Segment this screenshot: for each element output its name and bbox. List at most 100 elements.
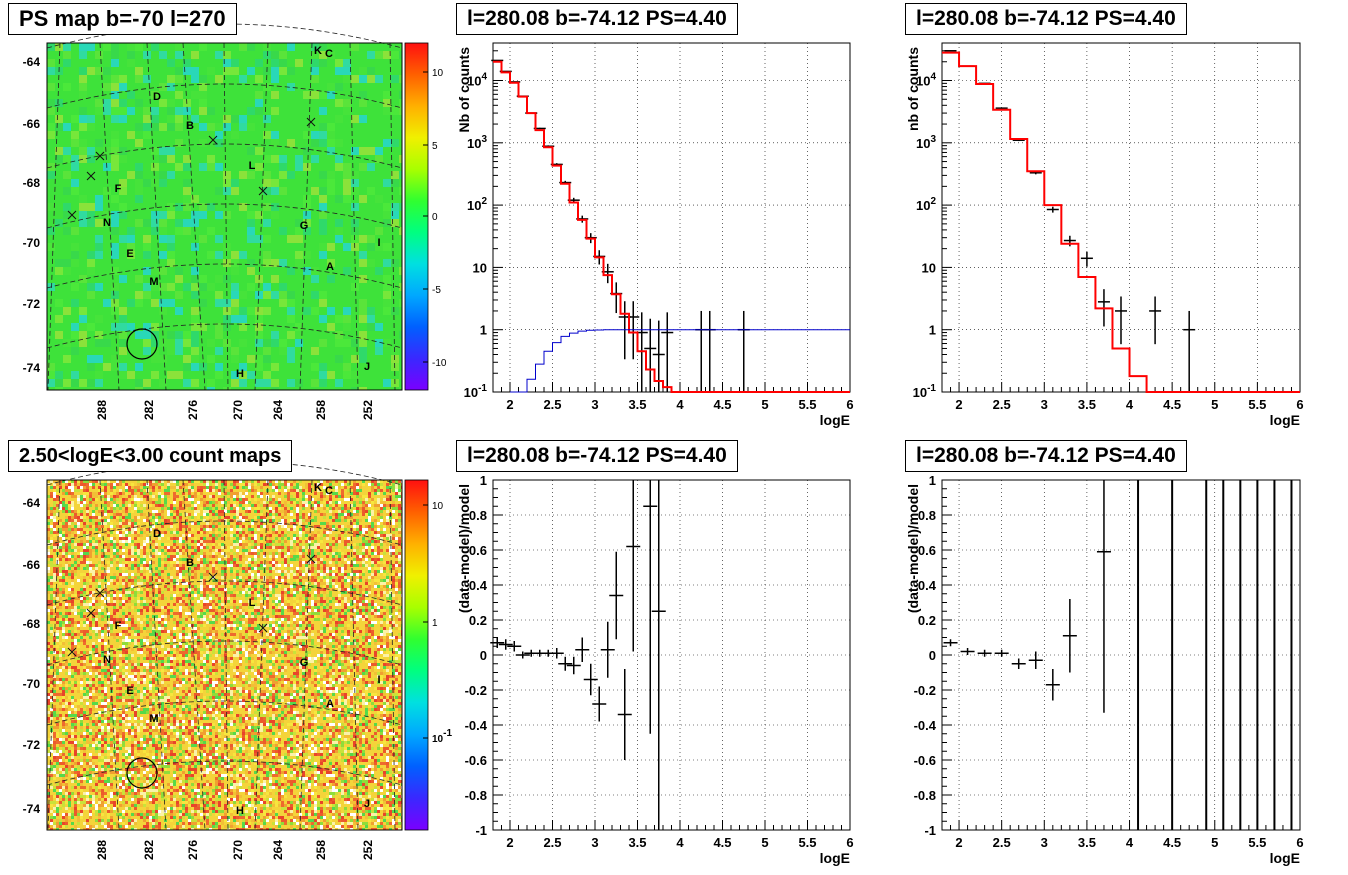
source-label: N bbox=[103, 217, 111, 229]
y-tick-label: -0.2 bbox=[465, 683, 487, 698]
x-tick-label: 2 bbox=[955, 397, 962, 412]
map-l-tick-label: 252 bbox=[361, 840, 375, 860]
colorbar-label: -10 bbox=[432, 358, 447, 369]
source-cross-marker bbox=[95, 588, 105, 598]
y-tick-label: -0.2 bbox=[914, 683, 936, 698]
source-label: E bbox=[126, 685, 133, 697]
model-histogram bbox=[493, 60, 850, 393]
source-label: H bbox=[236, 805, 244, 817]
map-b-tick-label: -64 bbox=[23, 55, 41, 69]
y-axis-title: (data-model)/model bbox=[456, 484, 472, 613]
colorbar-label: 10 bbox=[432, 501, 444, 512]
x-tick-label: 3.5 bbox=[1078, 397, 1096, 412]
x-tick-label: 2.5 bbox=[993, 397, 1011, 412]
colorbar bbox=[404, 479, 429, 831]
y-tick-label: 0.4 bbox=[918, 578, 937, 593]
graticule-l-line bbox=[349, 479, 359, 831]
x-axis-title: logE bbox=[820, 850, 850, 866]
source-label: D bbox=[153, 91, 161, 103]
source-cross-marker bbox=[208, 135, 218, 145]
spectrum-top-right-title: l=280.08 b=-74.12 PS=4.40 bbox=[905, 3, 1187, 35]
model-histogram bbox=[942, 51, 1300, 393]
y-tick-label: 0 bbox=[480, 648, 487, 663]
plot-frame bbox=[492, 479, 851, 831]
graticule-l-line bbox=[254, 42, 269, 391]
source-label: I bbox=[377, 237, 380, 249]
y-tick-label: -1 bbox=[475, 823, 487, 838]
map-b-tick-label: -66 bbox=[23, 558, 41, 572]
graticule-l-line bbox=[223, 42, 229, 391]
source-label: C bbox=[325, 48, 333, 60]
y-tick-label: 10 bbox=[922, 260, 936, 275]
y-tick-label: -0.4 bbox=[914, 718, 937, 733]
map-l-tick-label: 276 bbox=[186, 840, 200, 860]
x-tick-label: 5.5 bbox=[1248, 835, 1266, 850]
x-tick-label: 5 bbox=[1211, 835, 1218, 850]
y-tick-label: -0.4 bbox=[465, 718, 488, 733]
x-tick-label: 3 bbox=[1041, 835, 1048, 850]
x-tick-label: 5.5 bbox=[1248, 397, 1266, 412]
colorbar-label: 5 bbox=[432, 141, 438, 152]
map-l-tick-label: 252 bbox=[361, 400, 375, 420]
source-label: B bbox=[186, 557, 194, 569]
map-b-tick-label: -70 bbox=[23, 236, 41, 250]
source-cross-marker bbox=[258, 186, 268, 196]
target-circle bbox=[126, 328, 158, 360]
x-tick-label: 3.5 bbox=[628, 397, 646, 412]
graticule-l-line bbox=[47, 42, 61, 391]
x-tick-label: 5 bbox=[761, 397, 768, 412]
y-tick-label: 102 bbox=[916, 196, 936, 213]
source-cross-marker bbox=[86, 608, 96, 618]
source-label: N bbox=[103, 654, 111, 666]
graticule-l-line bbox=[389, 479, 396, 831]
source-label: G bbox=[300, 657, 309, 669]
source-cross-marker bbox=[306, 117, 316, 127]
graticule-b-line bbox=[46, 143, 403, 169]
x-tick-label: 3 bbox=[1041, 397, 1048, 412]
y-tick-label: 104 bbox=[916, 72, 936, 89]
source-cross-marker bbox=[95, 151, 105, 161]
source-cross-marker bbox=[86, 171, 96, 181]
graticule-b-line bbox=[46, 323, 403, 349]
target-circle bbox=[126, 757, 158, 789]
y-tick-label: 10-1 bbox=[464, 383, 488, 400]
y-tick-label: -0.8 bbox=[914, 788, 936, 803]
map-b-tick-label: -68 bbox=[23, 617, 41, 631]
graticule-l-line bbox=[299, 479, 313, 831]
graticule-l-line bbox=[99, 42, 120, 391]
x-tick-label: 4 bbox=[676, 397, 684, 412]
x-axis-title: logE bbox=[820, 412, 850, 428]
x-tick-label: 4.5 bbox=[1163, 397, 1181, 412]
x-tick-label: 2.5 bbox=[543, 835, 561, 850]
colorbar-label: 10 bbox=[432, 68, 444, 79]
x-tick-label: 6 bbox=[846, 835, 853, 850]
y-tick-label: 1 bbox=[929, 323, 936, 338]
source-cross-marker bbox=[67, 210, 77, 220]
x-tick-label: 4.5 bbox=[713, 397, 731, 412]
y-tick-label: 0.2 bbox=[469, 613, 487, 628]
spectrum-top-title: l=280.08 b=-74.12 PS=4.40 bbox=[456, 3, 738, 35]
source-label: B bbox=[186, 120, 194, 132]
graticule-l-line bbox=[146, 479, 167, 831]
source-label: G bbox=[300, 220, 309, 232]
y-tick-label: 0.6 bbox=[469, 543, 487, 558]
count-map: K C D B L F N G I E A M H J -64 -66 -68 -70 -72 -74 288 282 27… bbox=[23, 460, 444, 860]
map-b-tick-label: -74 bbox=[23, 361, 41, 375]
colorbar-label: -5 bbox=[432, 285, 441, 296]
source-label: E bbox=[126, 248, 133, 260]
graticule-l-line bbox=[389, 42, 396, 391]
source-label: F bbox=[115, 620, 122, 632]
graticule-b-line bbox=[46, 640, 403, 666]
x-tick-label: 4 bbox=[1126, 835, 1134, 850]
x-tick-label: 2 bbox=[506, 835, 513, 850]
x-tick-label: 5.5 bbox=[798, 397, 816, 412]
y-axis-title: Nb of counts bbox=[456, 47, 472, 133]
graticule-l-line bbox=[299, 42, 313, 391]
source-cross-marker bbox=[258, 623, 268, 633]
plot-bottom-middle: 2 2.5 3 3.5 4 4.5 5 5.5 6 -1 -0.8 -0.6 -0.4 -0.2 0 0.2 0… bbox=[456, 473, 854, 866]
y-tick-label: 10-1 bbox=[913, 383, 937, 400]
y-tick-label: 0.8 bbox=[469, 508, 487, 523]
y-tick-label: 1 bbox=[480, 323, 487, 338]
map-b-tick-label: -68 bbox=[23, 176, 41, 190]
